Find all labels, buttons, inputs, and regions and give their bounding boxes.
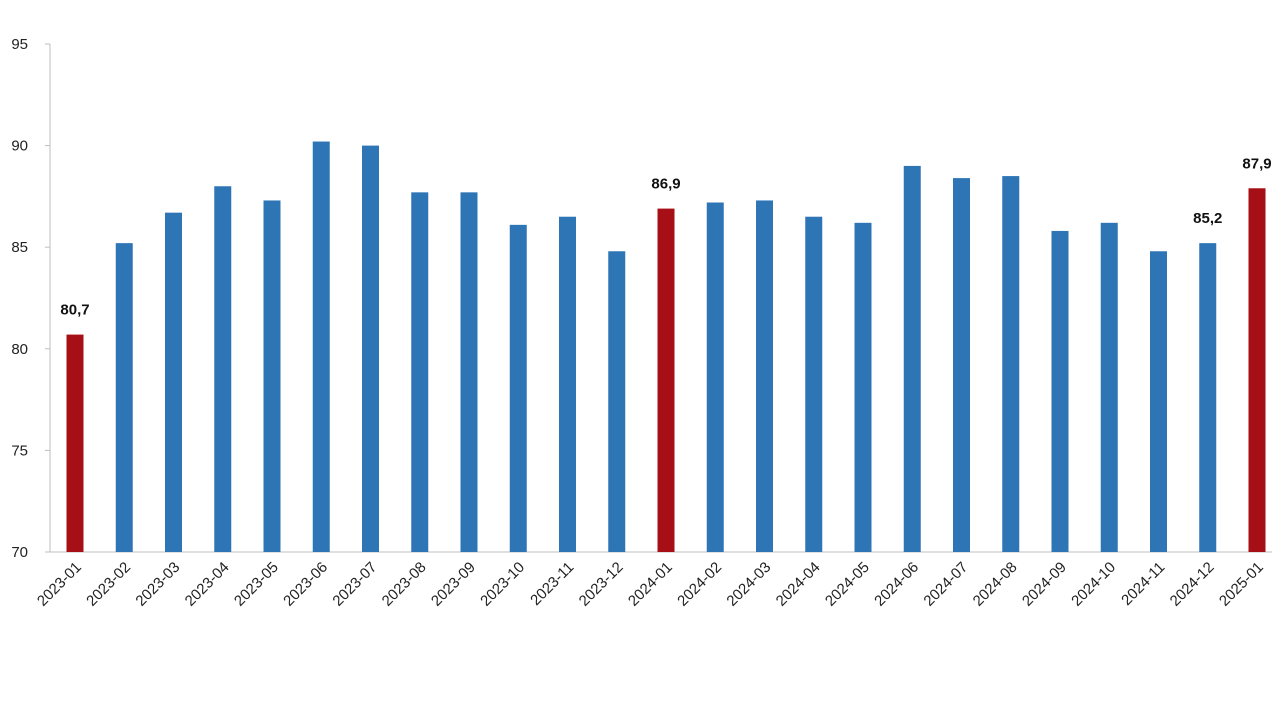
bar-2024-09 [1051, 230, 1069, 552]
bar-2024-12 [1199, 243, 1217, 552]
bar-2023-02 [115, 243, 133, 552]
bar-2024-01 [657, 208, 675, 552]
bars [66, 141, 1266, 553]
bar-2023-06 [312, 141, 330, 553]
bar-2023-12 [608, 251, 626, 552]
x-tick-label: 2023-02 [83, 559, 134, 610]
x-tick-label: 2023-06 [280, 559, 331, 610]
x-tick-label: 2023-04 [182, 559, 233, 610]
bar-2024-10 [1100, 222, 1118, 552]
bar-2023-03 [165, 212, 182, 552]
y-tick-label: 90 [11, 138, 28, 155]
x-tick-label: 2024-06 [871, 559, 922, 610]
y-tick-label: 70 [11, 544, 28, 561]
data-label: 86,9 [651, 176, 680, 193]
x-tick-label: 2024-02 [674, 559, 725, 610]
bar-2024-11 [1150, 251, 1167, 552]
bar-2023-08 [411, 192, 429, 552]
bar-2023-01 [66, 334, 84, 552]
bar-2023-09 [460, 192, 478, 552]
data-label: 85,2 [1193, 210, 1222, 227]
bar-2023-10 [509, 224, 527, 552]
y-axis: 70 75 80 85 90 95 [11, 36, 51, 561]
x-tick-label: 2023-12 [576, 559, 627, 610]
bar-2023-07 [362, 145, 379, 552]
y-tick-label: 80 [11, 341, 28, 358]
bar-2024-04 [805, 216, 823, 552]
x-tick-label: 2023-08 [379, 559, 430, 610]
bar-2023-04 [214, 186, 232, 553]
bar-2025-01 [1248, 188, 1266, 552]
x-tick-label: 2023-11 [527, 559, 577, 609]
x-tick-label: 2023-10 [477, 559, 528, 610]
x-tick-label: 2024-04 [773, 559, 824, 610]
x-tick-label: 2024-03 [723, 559, 774, 610]
x-tick-label: 2024-05 [822, 559, 873, 610]
x-tick-label: 2024-10 [1068, 559, 1119, 610]
x-axis: 2023-012023-022023-032023-042023-052023-… [34, 551, 1272, 610]
bar-2023-05 [263, 200, 281, 552]
x-tick-label: 2024-11 [1118, 559, 1168, 609]
bar-2023-11 [559, 216, 576, 552]
bar-2024-02 [706, 202, 724, 552]
data-labels: 80,7 86,9 85,2 87,9 [60, 155, 1271, 318]
bar-2024-05 [854, 222, 872, 552]
x-tick-label: 2024-01 [625, 559, 676, 610]
bar-2024-06 [903, 165, 921, 553]
x-tick-label: 2024-12 [1167, 559, 1218, 610]
x-tick-label: 2024-09 [1019, 559, 1070, 610]
x-tick-label: 2023-07 [329, 559, 380, 610]
x-tick-label: 2023-03 [132, 559, 183, 610]
x-tick-label: 2024-07 [920, 559, 971, 610]
x-tick-label: 2023-01 [34, 559, 85, 610]
bar-2024-08 [1002, 176, 1020, 552]
data-label: 87,9 [1242, 155, 1271, 172]
bar-2024-07 [953, 178, 970, 553]
x-tick-label: 2023-09 [428, 559, 479, 610]
x-tick-label: 2025-01 [1216, 559, 1267, 610]
y-tick-label: 75 [11, 442, 28, 459]
x-tick-label: 2023-05 [231, 559, 282, 610]
y-tick-label: 95 [11, 36, 28, 53]
y-tick-label: 85 [11, 239, 28, 256]
x-tick-label: 2024-08 [970, 559, 1021, 610]
bar-2024-03 [756, 200, 773, 552]
data-label: 80,7 [60, 302, 89, 319]
